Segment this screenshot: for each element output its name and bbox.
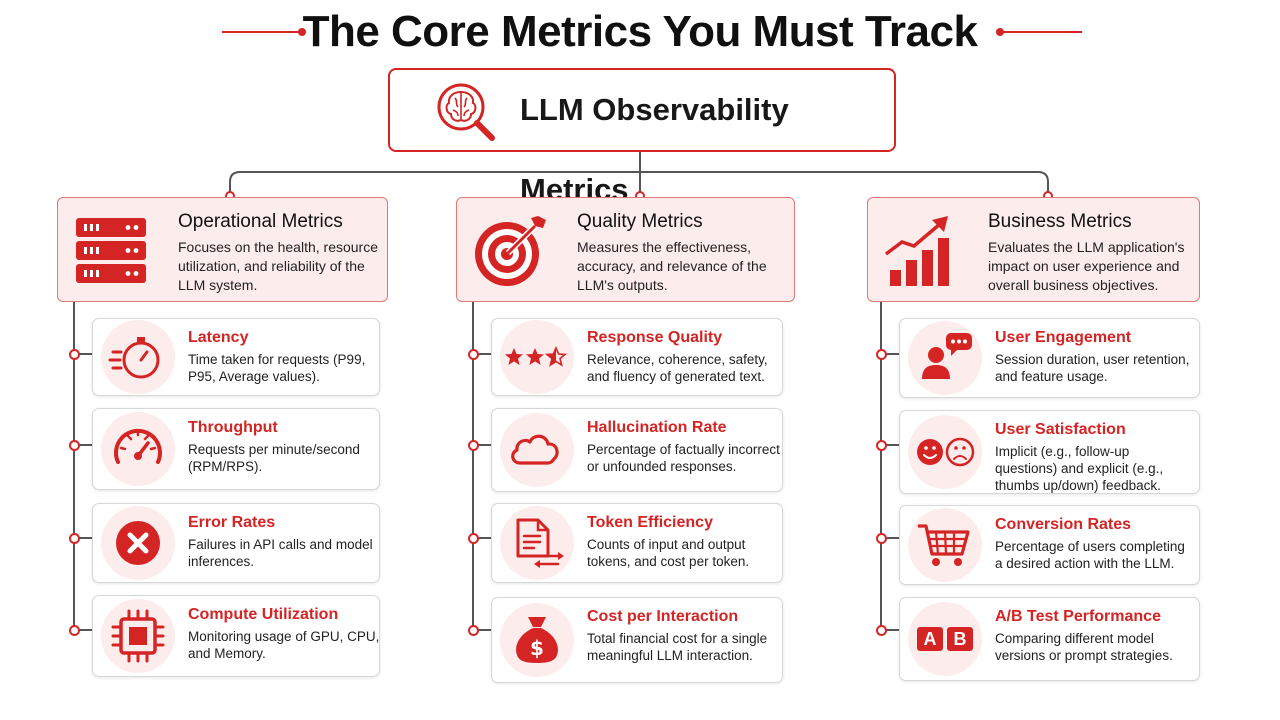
metric-description: Requests per minute/second (RPM/RPS). bbox=[188, 442, 360, 474]
metric-card-response-quality: Response Quality Relevance, coherence, s… bbox=[491, 318, 783, 396]
brain-magnifier-icon bbox=[437, 83, 495, 141]
metric-card-ab-test-performance: A B A/B Test Performance Comparing diffe… bbox=[899, 597, 1200, 681]
icon-badge bbox=[101, 599, 175, 673]
metric-card-token-efficiency: Token Efficiency Counts of input and out… bbox=[491, 503, 783, 583]
metric-title: Conversion Rates bbox=[995, 516, 1132, 533]
category-description: Focuses on the health, resource utilizat… bbox=[178, 239, 379, 293]
cpu-chip-icon bbox=[111, 609, 165, 663]
speedometer-icon bbox=[114, 428, 162, 464]
title-row: The Core Metrics You Must Track bbox=[0, 6, 1280, 58]
stopwatch-icon bbox=[108, 337, 160, 379]
document-exchange-icon bbox=[516, 518, 564, 568]
metric-card-compute-utilization: Compute Utilization Monitoring usage of … bbox=[92, 595, 380, 677]
star-rating-icon bbox=[505, 345, 568, 367]
money-bag-icon: $ bbox=[516, 617, 558, 663]
metric-description: Failures in API calls and model inferenc… bbox=[188, 537, 373, 569]
icon-badge bbox=[101, 506, 175, 580]
metric-card-throughput: Throughput Requests per minute/second (R… bbox=[92, 408, 380, 490]
ab-letter-b: B bbox=[954, 629, 967, 649]
metric-title: Error Rates bbox=[188, 514, 276, 531]
metric-title: User Satisfaction bbox=[995, 421, 1126, 438]
metric-title: Hallucination Rate bbox=[587, 419, 727, 436]
root-node: LLM Observability Metrics bbox=[388, 68, 896, 207]
metric-description: Time taken for requests (P99, P95, Avera… bbox=[188, 352, 366, 384]
metric-description: Comparing different model versions or pr… bbox=[995, 631, 1173, 663]
category-title: Operational Metrics bbox=[178, 211, 343, 232]
icon-badge: $ bbox=[500, 603, 574, 677]
icon-badge bbox=[908, 508, 982, 582]
category-operational: Operational Metrics Focuses on the healt… bbox=[57, 197, 388, 302]
icon-badge bbox=[500, 506, 574, 580]
metric-description: Session duration, user retention, and fe… bbox=[995, 352, 1190, 384]
title-right-divider bbox=[996, 28, 1082, 36]
branch-node-dot bbox=[467, 532, 479, 544]
branch-node-dot bbox=[68, 532, 80, 544]
metric-title: Token Efficiency bbox=[587, 514, 713, 531]
branch-node-dot bbox=[875, 439, 887, 451]
icon-badge bbox=[908, 415, 982, 489]
growth-chart-icon bbox=[884, 216, 949, 286]
root-label: LLM Observability Metrics bbox=[520, 92, 789, 207]
metric-description: Percentage of factually incorrect or unf… bbox=[587, 442, 780, 474]
branch-node-dot bbox=[467, 624, 479, 636]
metric-description: Implicit (e.g., follow-up questions) and… bbox=[995, 444, 1164, 493]
icon-badge bbox=[101, 320, 175, 394]
branch-node-dot bbox=[68, 624, 80, 636]
metric-description: Counts of input and output tokens, and c… bbox=[587, 537, 750, 569]
metric-description: Monitoring usage of GPU, CPU, and Memory… bbox=[188, 629, 380, 661]
icon-badge: A B bbox=[908, 602, 982, 676]
category-quality: Quality Metrics Measures the effectivene… bbox=[456, 197, 795, 302]
metric-card-conversion-rates: Conversion Rates Percentage of users com… bbox=[899, 505, 1200, 585]
metric-title: User Engagement bbox=[995, 329, 1132, 346]
branch-node-dot bbox=[875, 624, 887, 636]
branch-node-dot bbox=[68, 439, 80, 451]
shopping-cart-icon bbox=[918, 524, 970, 566]
metric-description: Percentage of users completing a desired… bbox=[995, 539, 1185, 571]
icon-badge bbox=[500, 413, 574, 487]
svg-text:$: $ bbox=[530, 636, 544, 660]
branch-node-dot bbox=[68, 348, 80, 360]
metric-title: Throughput bbox=[188, 419, 278, 436]
metric-title: A/B Test Performance bbox=[995, 608, 1161, 625]
branch-node-dot bbox=[467, 439, 479, 451]
branch-node-dot bbox=[875, 532, 887, 544]
metric-card-cost-per-interaction: $ Cost per Interaction Total financial c… bbox=[491, 597, 783, 683]
branch-node-dot bbox=[875, 348, 887, 360]
metric-title: Latency bbox=[188, 329, 249, 346]
happy-sad-faces-icon bbox=[917, 437, 975, 467]
ab-test-icon: A B bbox=[917, 627, 973, 651]
metric-card-hallucination-rate: Hallucination Rate Percentage of factual… bbox=[491, 408, 783, 492]
icon-badge bbox=[101, 412, 175, 486]
metric-card-error-rates: Error Rates Failures in API calls and mo… bbox=[92, 503, 380, 583]
metric-description: Total financial cost for a single meanin… bbox=[587, 631, 768, 663]
user-chat-icon bbox=[922, 333, 972, 379]
cloud-icon bbox=[511, 434, 559, 465]
category-description: Measures the effectiveness, accuracy, an… bbox=[577, 239, 767, 293]
metric-card-latency: Latency Time taken for requests (P99, P9… bbox=[92, 318, 380, 396]
metric-title: Cost per Interaction bbox=[587, 608, 739, 625]
icon-badge bbox=[500, 320, 574, 394]
category-business: Business Metrics Evaluates the LLM appli… bbox=[867, 197, 1200, 302]
metric-card-user-engagement: User Engagement Session duration, user r… bbox=[899, 318, 1200, 398]
category-title: Quality Metrics bbox=[577, 211, 703, 232]
icon-badge bbox=[908, 321, 982, 395]
category-title: Business Metrics bbox=[988, 211, 1132, 232]
server-rack-icon bbox=[76, 218, 146, 283]
error-x-icon bbox=[116, 521, 160, 565]
metric-description: Relevance, coherence, safety, and fluenc… bbox=[587, 352, 768, 384]
branch-node-dot bbox=[467, 348, 479, 360]
target-arrow-icon bbox=[475, 216, 546, 286]
metric-title: Compute Utilization bbox=[188, 606, 339, 623]
ab-letter-a: A bbox=[924, 629, 937, 649]
category-description: Evaluates the LLM application's impact o… bbox=[988, 239, 1185, 293]
metric-card-user-satisfaction: User Satisfaction Implicit (e.g., follow… bbox=[899, 410, 1200, 494]
metric-title: Response Quality bbox=[587, 329, 723, 346]
title-left-divider bbox=[222, 28, 306, 36]
page-title: The Core Metrics You Must Track bbox=[302, 7, 978, 56]
